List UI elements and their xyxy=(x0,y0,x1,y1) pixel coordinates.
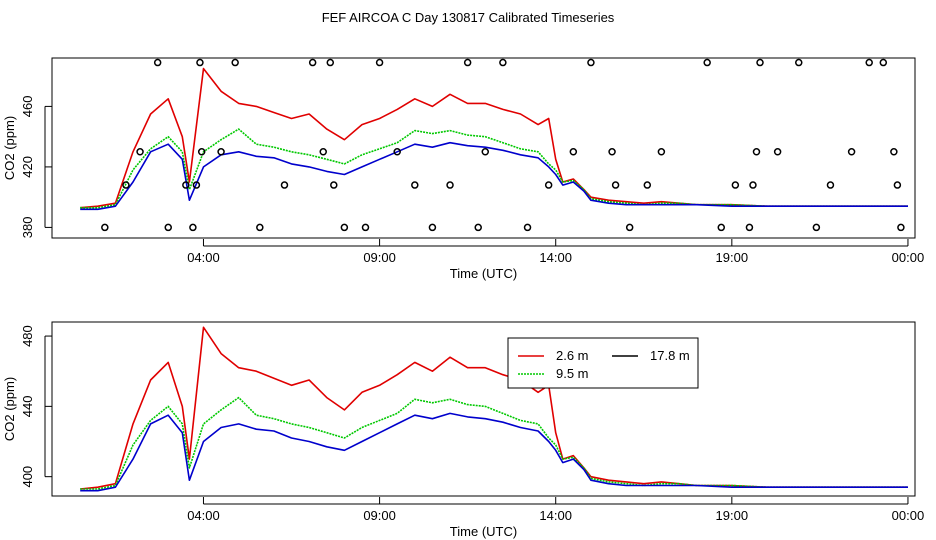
x-tick-label: 04:00 xyxy=(187,250,220,265)
legend-label-2-6m: 2.6 m xyxy=(556,348,589,363)
x-tick-label: 04:00 xyxy=(187,508,220,523)
data-marker xyxy=(891,149,897,155)
data-marker xyxy=(482,149,488,155)
x-tick-label: 09:00 xyxy=(363,508,396,523)
data-marker xyxy=(377,60,383,66)
data-marker xyxy=(570,149,576,155)
data-marker xyxy=(155,60,161,66)
y-tick-label: 480 xyxy=(20,325,35,347)
data-marker xyxy=(827,182,833,188)
data-marker xyxy=(341,224,347,230)
data-marker xyxy=(627,224,633,230)
figure-title: FEF AIRCOA C Day 130817 Calibrated Times… xyxy=(322,10,615,25)
data-marker xyxy=(197,60,203,66)
data-marker xyxy=(257,224,263,230)
x-tick-label: 00:00 xyxy=(892,508,925,523)
data-marker xyxy=(704,60,710,66)
data-marker xyxy=(757,60,763,66)
x-tick-label: 09:00 xyxy=(363,250,396,265)
data-marker xyxy=(750,182,756,188)
x-tick-label: 19:00 xyxy=(716,508,749,523)
legend-box xyxy=(508,338,698,388)
data-marker xyxy=(894,182,900,188)
data-marker xyxy=(775,149,781,155)
data-marker xyxy=(500,60,506,66)
data-marker xyxy=(465,60,471,66)
series-line-9-5-m xyxy=(80,129,908,208)
data-marker xyxy=(753,149,759,155)
y-tick-label: 380 xyxy=(20,217,35,239)
series-line-2-6-m xyxy=(80,327,908,489)
data-marker xyxy=(546,182,552,188)
x-axis-label: Time (UTC) xyxy=(450,524,517,539)
data-marker xyxy=(866,60,872,66)
x-tick-label: 19:00 xyxy=(716,250,749,265)
data-marker xyxy=(588,60,594,66)
data-marker xyxy=(732,182,738,188)
data-marker xyxy=(331,182,337,188)
legend: 2.6 m 17.8 m 9.5 m xyxy=(508,338,698,388)
y-tick-label: 400 xyxy=(20,466,35,488)
data-marker xyxy=(644,182,650,188)
data-marker xyxy=(718,224,724,230)
data-marker xyxy=(165,224,171,230)
legend-label-9-5m: 9.5 m xyxy=(556,366,589,381)
data-marker xyxy=(190,224,196,230)
series-line-9-5-m xyxy=(80,398,908,489)
y-tick-label: 460 xyxy=(20,96,35,118)
data-marker xyxy=(898,224,904,230)
data-marker xyxy=(320,149,326,155)
data-marker xyxy=(658,149,664,155)
data-marker xyxy=(746,224,752,230)
y-axis-label: CO2 (ppm) xyxy=(2,377,17,441)
data-marker xyxy=(429,224,435,230)
data-marker xyxy=(849,149,855,155)
x-tick-label: 14:00 xyxy=(539,508,572,523)
data-marker xyxy=(218,149,224,155)
data-marker xyxy=(412,182,418,188)
data-marker xyxy=(232,60,238,66)
timeseries-figure: FEF AIRCOA C Day 130817 Calibrated Times… xyxy=(0,0,936,540)
data-marker xyxy=(447,182,453,188)
plot-frame xyxy=(52,322,915,496)
data-marker xyxy=(137,149,143,155)
bottom-panel: 04:00 09:00 14:00 19:00 00:00 Time (UTC) 400 44… xyxy=(2,322,924,539)
data-marker xyxy=(613,182,619,188)
x-tick-label: 00:00 xyxy=(892,250,925,265)
data-marker xyxy=(102,224,108,230)
data-marker xyxy=(609,149,615,155)
data-marker xyxy=(281,182,287,188)
data-marker xyxy=(475,224,481,230)
data-marker xyxy=(796,60,802,66)
data-marker xyxy=(310,60,316,66)
data-marker xyxy=(327,60,333,66)
y-axis-label: CO2 (ppm) xyxy=(2,116,17,180)
y-tick-label: 420 xyxy=(20,156,35,178)
y-tick-label: 440 xyxy=(20,396,35,418)
series-line-17-8-m xyxy=(80,413,908,490)
x-axis-label: Time (UTC) xyxy=(450,266,517,281)
legend-label-17-8m: 17.8 m xyxy=(650,348,690,363)
series-line-2-6-m xyxy=(80,69,908,208)
top-panel: 04:00 09:00 14:00 19:00 00:00 Time (UTC) 380 42… xyxy=(2,58,924,281)
data-marker xyxy=(813,224,819,230)
data-marker xyxy=(362,224,368,230)
data-marker xyxy=(525,224,531,230)
x-tick-label: 14:00 xyxy=(539,250,572,265)
data-marker xyxy=(880,60,886,66)
plot-frame xyxy=(52,58,915,238)
